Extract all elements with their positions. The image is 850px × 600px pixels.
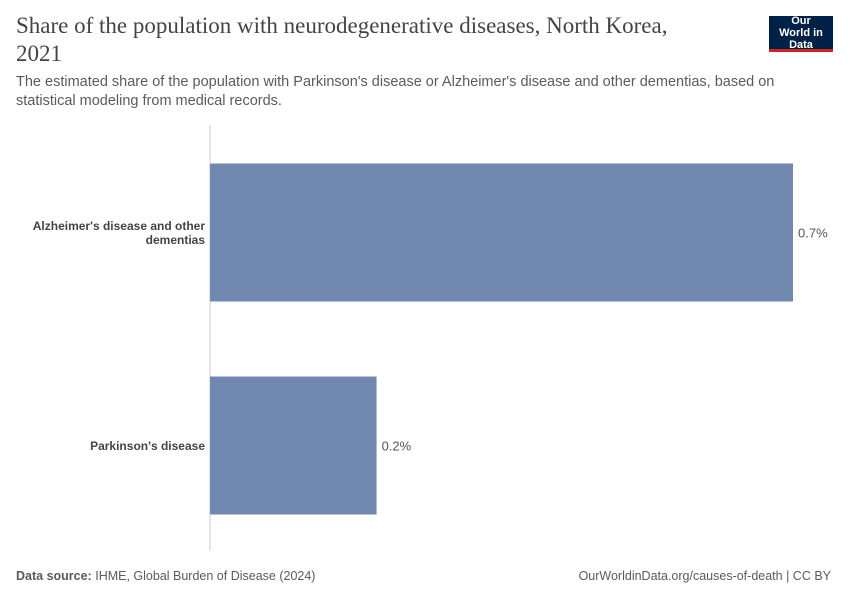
source-label: Data source: [16, 569, 92, 583]
footer-link[interactable]: OurWorldinData.org/causes-of-death | CC … [578, 569, 831, 583]
value-label: 0.2% [381, 438, 412, 453]
chart-title: Share of the population with neurodegene… [16, 13, 668, 66]
bar [210, 376, 377, 515]
source: IHME, Global Burden of Disease (2024) [95, 569, 316, 583]
footer-source: Data source: IHME, Global Burden of Dise… [16, 569, 315, 583]
y-tick-label: Alzheimer's disease and other dementias [32, 218, 205, 247]
logo[interactable]: Our World in Data [769, 15, 833, 52]
chart-subtitle: The estimated share of the population wi… [16, 74, 775, 109]
bar [210, 163, 793, 302]
y-tick-label: Parkinson's disease [90, 438, 205, 453]
value-label: 0.7% [798, 225, 828, 240]
